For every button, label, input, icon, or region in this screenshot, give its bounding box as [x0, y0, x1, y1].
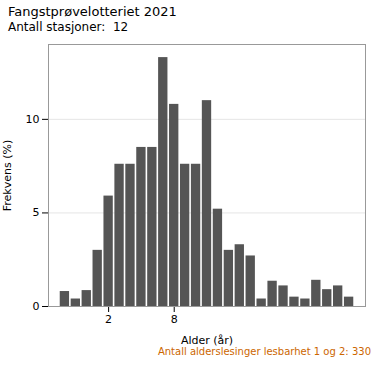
svg-text:10: 10: [26, 113, 40, 126]
svg-text:8: 8: [171, 313, 178, 326]
svg-text:5: 5: [33, 206, 40, 219]
svg-text:2: 2: [105, 313, 112, 326]
html-text:Fangstprøvelotteriet 2021: Fangstprøvelotteriet 2021: [8, 4, 177, 19]
svg-text:0: 0: [33, 300, 40, 313]
svg-text:Alder (år): Alder (år): [181, 334, 233, 347]
html-text:Antall stasjoner: 12: Antall stasjoner: 12: [8, 20, 129, 34]
svg-text:Frekvens (%): Frekvens (%): [1, 140, 14, 211]
html-text:Antall alderslesinger lesbarhe: Antall alderslesinger lesbarhet 1 og 2: …: [157, 346, 371, 357]
